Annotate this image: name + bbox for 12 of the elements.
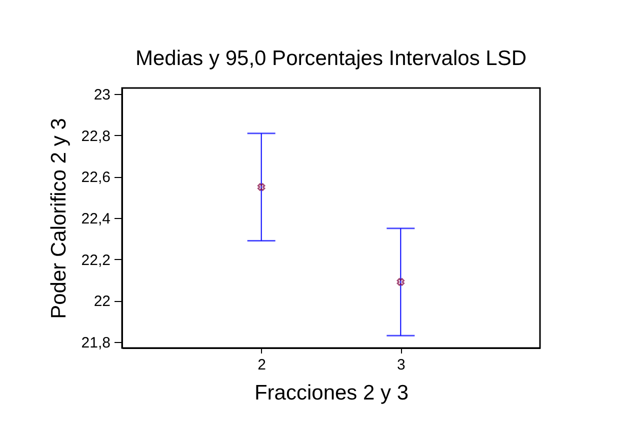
y-axis-title: Poder Calorifico 2 y 3 (47, 118, 70, 319)
y-tick-label: 22 (94, 293, 110, 310)
x-tick-label: 2 (258, 356, 266, 374)
y-tick-label: 22,2 (81, 252, 110, 269)
y-tick-label: 22,8 (81, 128, 110, 145)
x-axis-title: Fracciones 2 y 3 (254, 382, 409, 404)
chart-title: Medias y 95,0 Porcentajes Intervalos LSD (135, 47, 527, 70)
x-tick-label: 3 (396, 356, 406, 374)
y-tick-label: 22,4 (81, 210, 110, 228)
y-tick-label: 22,6 (81, 169, 110, 186)
y-tick-label: 21,8 (81, 334, 110, 352)
y-tick-label: 23 (94, 86, 110, 104)
